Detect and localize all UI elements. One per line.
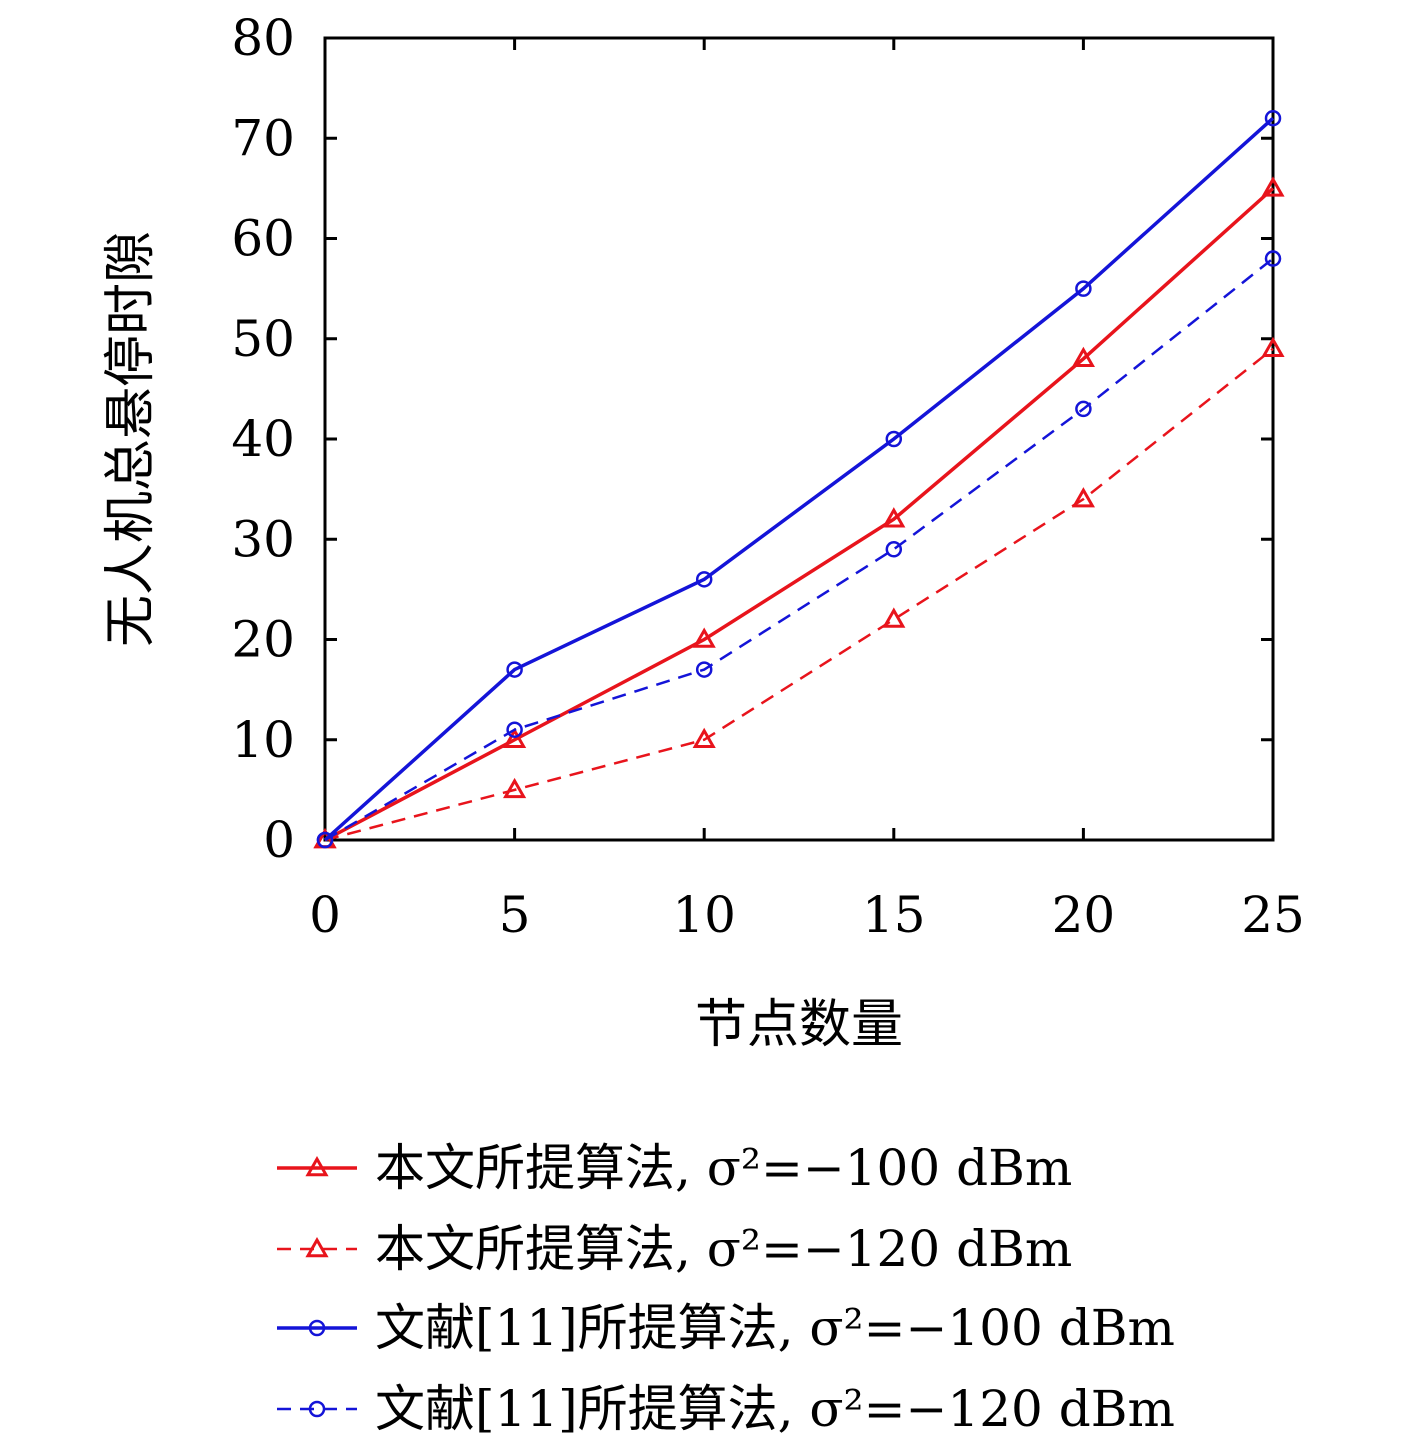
- legend-label: 本文所提算法, σ²=−100 dBm: [375, 1139, 1072, 1197]
- x-tick-label: 0: [309, 886, 341, 944]
- data-point: [1264, 109, 1282, 127]
- data-point: [695, 661, 713, 678]
- data-point: [1075, 280, 1092, 297]
- legend-item: 文献[11]所提算法, σ²=−100 dBm: [277, 1299, 1175, 1357]
- legend-marker: [305, 1236, 329, 1258]
- y-tick-label: 80: [231, 9, 295, 67]
- legend-marker: [308, 1400, 326, 1418]
- axis-ticks: 0 5 10 15 20 25 0 10 20 30 40 50 60 70 80: [231, 9, 1304, 944]
- x-tick-label: 20: [1052, 886, 1116, 944]
- legend: 本文所提算法, σ²=−100 dBm 本文所提算法, σ²=−120 dBm 文献…: [277, 1139, 1175, 1438]
- series-1: [313, 176, 1285, 849]
- legend-item: 本文所提算法, σ²=−100 dBm: [277, 1139, 1072, 1197]
- data-point: [882, 507, 906, 528]
- series-3: [316, 109, 1282, 849]
- y-tick-label: 40: [231, 410, 295, 468]
- series-line: [324, 257, 1274, 842]
- data-point: [506, 661, 523, 678]
- x-tick-label: 5: [499, 886, 531, 944]
- legend-label: 文献[11]所提算法, σ²=−100 dBm: [375, 1299, 1175, 1357]
- y-axis-title: 无人机总悬停时隙: [101, 231, 161, 647]
- legend-label: 本文所提算法, σ²=−120 dBm: [375, 1220, 1072, 1278]
- x-tick-label: 25: [1241, 886, 1305, 944]
- y-tick-label: 70: [231, 109, 295, 167]
- series-line: [324, 187, 1275, 842]
- y-tick-label: 0: [263, 811, 295, 869]
- legend-marker: [305, 1155, 329, 1177]
- series-2: [313, 336, 1285, 849]
- data-point: [692, 727, 716, 748]
- data-point: [885, 430, 903, 448]
- data-point: [1261, 336, 1285, 358]
- x-tick-label: 10: [672, 886, 736, 944]
- y-tick-label: 20: [231, 611, 295, 669]
- legend-label: 文献[11]所提算法, σ²=−120 dBm: [375, 1380, 1175, 1438]
- data-point: [503, 727, 527, 748]
- series-line: [324, 347, 1274, 842]
- data-point: [1261, 176, 1285, 197]
- data-point: [692, 627, 716, 648]
- data-point: [316, 831, 334, 849]
- y-tick-label: 10: [231, 711, 295, 769]
- data-point: [1264, 250, 1282, 267]
- series-line: [323, 116, 1275, 842]
- data-point: [1075, 400, 1092, 418]
- y-tick-label: 60: [231, 210, 295, 268]
- data-point: [503, 777, 527, 799]
- series-layer: [313, 109, 1285, 849]
- data-point: [885, 541, 903, 558]
- x-axis-title: 节点数量: [695, 995, 903, 1055]
- data-point: [1071, 346, 1095, 368]
- plot-border: [323, 36, 1275, 842]
- y-tick-label: 50: [231, 310, 295, 368]
- plot-area: [323, 36, 1275, 842]
- series-4: [316, 250, 1282, 849]
- y-tick-label: 30: [231, 510, 295, 568]
- data-point: [882, 607, 906, 628]
- data-point: [506, 721, 523, 738]
- legend-item: 文献[11]所提算法, σ²=−120 dBm: [277, 1380, 1175, 1438]
- legend-marker: [308, 1319, 326, 1337]
- data-point: [695, 571, 713, 588]
- legend-item: 本文所提算法, σ²=−120 dBm: [277, 1220, 1072, 1278]
- x-tick-label: 15: [862, 886, 926, 944]
- data-point: [1071, 487, 1095, 508]
